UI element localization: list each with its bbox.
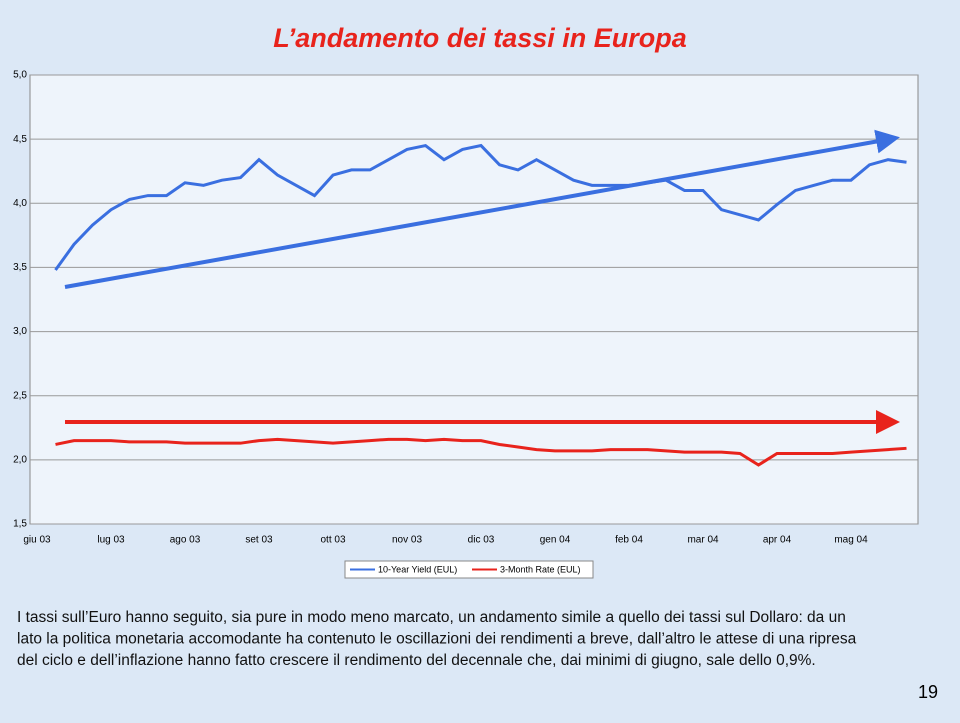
paragraph-line: lato la politica monetaria accomodante h…	[17, 631, 857, 648]
x-tick-label: set 03	[245, 535, 273, 546]
x-tick-label: dic 03	[468, 535, 495, 546]
x-tick-label: gen 04	[540, 535, 571, 546]
x-tick-label: mag 04	[834, 535, 868, 546]
legend	[344, 560, 594, 579]
x-tick-label: giu 03	[23, 535, 51, 546]
x-tick-label: feb 04	[615, 535, 643, 546]
plot: 1,5 2,0 2,5 3,0 3,5 4,0 4,5 5,0 giu 03 lug 03 ago …	[13, 70, 918, 546]
x-tick-label: mar 04	[687, 535, 719, 546]
y-tick-label: 2,0	[13, 454, 27, 465]
paragraph-line: I tassi sull’Euro hanno seguito, sia pur…	[17, 609, 846, 626]
y-tick-label: 5,0	[13, 70, 27, 81]
y-tick-label: 1,5	[13, 519, 27, 530]
plot-area	[29, 74, 919, 525]
legend-entries: 10-Year Yield (EUL) 3-Month Rate (EUL)	[350, 564, 581, 574]
chart-title: L’andamento dei tassi in Europa	[273, 23, 687, 53]
y-tick-label: 4,0	[13, 198, 27, 209]
x-tick-label: nov 03	[392, 535, 422, 546]
x-tick-label: apr 04	[763, 535, 792, 546]
paragraph-line: del ciclo e dell’inflazione hanno fatto …	[17, 652, 816, 669]
trend-arrow	[64, 129, 900, 289]
x-tick-label: ott 03	[320, 535, 345, 546]
page-number: 19	[918, 682, 938, 702]
data-line	[55, 437, 907, 467]
legend-label: 10-Year Yield (EUL)	[378, 564, 457, 574]
data-line	[54, 143, 907, 271]
y-tick-label: 3,0	[13, 326, 27, 337]
y-tick-label: 4,5	[13, 134, 27, 145]
x-tick-label: ago 03	[170, 535, 201, 546]
y-tick-label: 2,5	[13, 390, 27, 401]
paragraph: I tassi sull’Euro hanno seguito, sia pur…	[17, 609, 857, 669]
y-tick-label: 3,5	[13, 262, 27, 273]
x-tick-label: lug 03	[97, 535, 125, 546]
legend-label: 3-Month Rate (EUL)	[500, 564, 581, 574]
